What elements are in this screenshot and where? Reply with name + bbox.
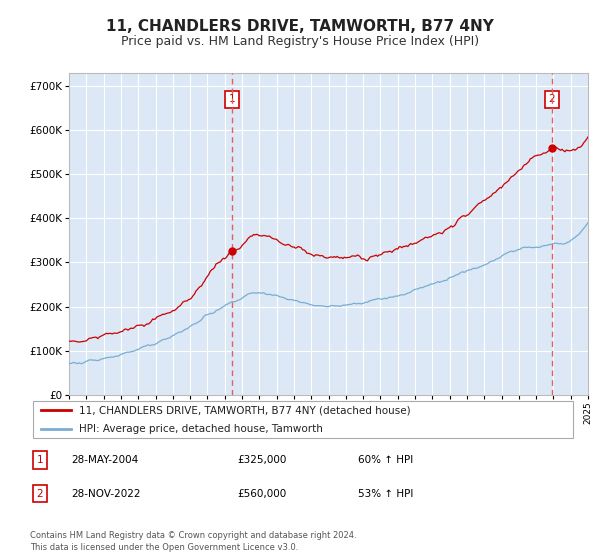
Text: 28-NOV-2022: 28-NOV-2022 [71,488,140,498]
Text: 60% ↑ HPI: 60% ↑ HPI [358,455,413,465]
Text: Price paid vs. HM Land Registry's House Price Index (HPI): Price paid vs. HM Land Registry's House … [121,35,479,49]
Text: 1: 1 [229,94,235,104]
Text: 11, CHANDLERS DRIVE, TAMWORTH, B77 4NY (detached house): 11, CHANDLERS DRIVE, TAMWORTH, B77 4NY (… [79,405,411,415]
Text: 28-MAY-2004: 28-MAY-2004 [71,455,138,465]
Text: 1: 1 [37,455,43,465]
Text: 53% ↑ HPI: 53% ↑ HPI [358,488,413,498]
Text: 2: 2 [549,94,556,104]
Text: 2: 2 [37,488,43,498]
FancyBboxPatch shape [33,401,573,438]
Text: 11, CHANDLERS DRIVE, TAMWORTH, B77 4NY: 11, CHANDLERS DRIVE, TAMWORTH, B77 4NY [106,20,494,34]
Text: £325,000: £325,000 [238,455,287,465]
Text: £560,000: £560,000 [238,488,287,498]
Text: HPI: Average price, detached house, Tamworth: HPI: Average price, detached house, Tamw… [79,424,323,433]
Text: Contains HM Land Registry data © Crown copyright and database right 2024.
This d: Contains HM Land Registry data © Crown c… [30,531,356,552]
